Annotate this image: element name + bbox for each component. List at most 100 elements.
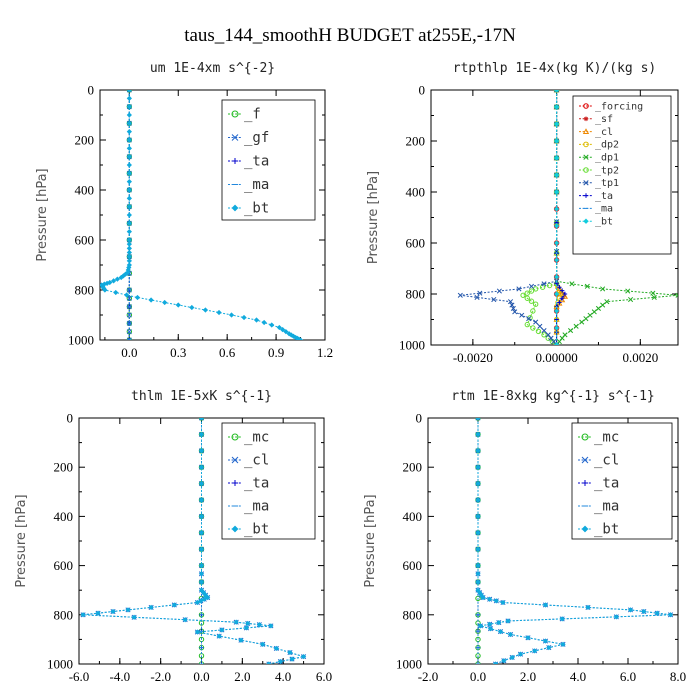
chart3-point — [260, 641, 266, 647]
chart1-legend-marker — [231, 110, 239, 118]
chart4-legend-marker-shape — [582, 480, 588, 486]
chart4-point — [487, 626, 494, 632]
chart1-legend-label: _gf — [244, 130, 269, 146]
chart3-point-shape — [194, 599, 201, 606]
chart3-legend-marker-shape — [232, 480, 238, 486]
panels: um 1E-4xm s^{-2} Pressure [hPa] 0.0 0.3 0.6 0… — [14, 61, 686, 684]
chart3-legend-marker-shape — [231, 525, 239, 533]
chart3-point-shape — [182, 617, 188, 623]
chart3-point-shape — [198, 418, 205, 421]
chart1-point — [283, 329, 289, 335]
chart1-point — [126, 120, 132, 126]
chart1-point — [118, 274, 124, 281]
chart2-point — [579, 319, 585, 325]
chart4-ytick-label-0: 0 — [416, 411, 423, 426]
chart4-xtick-label-0: -2.0 — [418, 669, 439, 684]
chart3-point-shape — [260, 641, 266, 647]
chart3-point — [131, 614, 137, 620]
chart1-point — [110, 278, 117, 284]
chart2-ytick-label-4: 800 — [406, 287, 426, 302]
chart3-point — [201, 596, 207, 602]
chart4-point-shape — [487, 621, 493, 627]
chart3-legend-item-ma: _ma — [228, 499, 269, 515]
chart2-point — [567, 327, 574, 334]
chart4-point-shape — [480, 594, 486, 601]
chart3-point — [300, 653, 307, 660]
chart4-point — [546, 644, 552, 651]
chart4-point-shape — [627, 607, 634, 613]
chart1-point-shape — [122, 271, 129, 277]
chart2-legend-marker-shape — [583, 154, 589, 160]
chart4-point — [517, 651, 524, 657]
chart2-point — [583, 316, 589, 322]
chart2-xtick-label-1: 0.00000 — [535, 350, 577, 365]
chart1-legend-item-f: _f — [228, 107, 261, 123]
chart4-point-shape — [542, 638, 549, 644]
chart2-legend-box — [572, 95, 672, 255]
chart3-point-shape — [219, 627, 225, 633]
chart3-point-shape — [198, 480, 205, 487]
chart2-point-shape — [591, 309, 597, 315]
chart2-point — [650, 290, 656, 296]
chart3-point — [256, 622, 262, 628]
chart2-legend-item-ma: _ma — [579, 204, 613, 215]
chart1-point-shape — [126, 170, 132, 176]
chart3-point-shape — [243, 625, 250, 631]
chart1-point-shape — [126, 241, 132, 247]
chart1-point-shape — [202, 307, 209, 313]
chart2-point-shape — [600, 286, 606, 292]
chart2-legend-item-dp2: _dp2 — [579, 140, 619, 151]
chart1-title: um 1E-4xm s^{-2} — [150, 61, 275, 76]
chart2-point — [530, 308, 536, 314]
chart2-point — [546, 282, 553, 289]
chart2-point-shape — [553, 308, 560, 314]
chart2-legend-marker — [583, 193, 589, 198]
chart1-point — [122, 271, 129, 277]
chart3-legend-label: _cl — [244, 453, 269, 469]
chart2-point — [537, 323, 543, 329]
chart3-xtick-label-6: 6.0 — [316, 669, 332, 684]
chart2-legend-label: _dp2 — [595, 140, 619, 151]
chart2-point-shape — [584, 283, 590, 289]
chart1-point — [126, 258, 132, 264]
chart2-point-shape — [553, 274, 560, 280]
chart2-series-tp2 — [520, 90, 560, 345]
chart1-point — [102, 287, 108, 293]
chart4-point-shape — [475, 480, 481, 487]
chart3-legend-label: _bt — [244, 522, 269, 538]
chart2-point — [562, 291, 568, 297]
chart2-point — [625, 288, 631, 294]
chart1-point-shape — [297, 337, 304, 340]
chart2-point-shape — [650, 290, 656, 296]
chart2-point — [496, 288, 502, 294]
chart2-legend-item-dp1: _dp1 — [579, 153, 619, 164]
chart2-point — [651, 294, 657, 300]
chart1-xtick-label-4: 1.2 — [317, 345, 333, 360]
chart2-point — [520, 292, 526, 298]
chart2-title: rtpthlp 1E-4x(kg K)/(kg s) — [453, 61, 657, 76]
chart1-point-shape — [126, 90, 132, 93]
chart2-point-shape — [553, 172, 560, 178]
chart2-point — [524, 290, 530, 296]
chart3-xtick-label-4: 2.0 — [234, 669, 250, 684]
chart3-legend-marker — [231, 456, 239, 464]
chart4-point-shape — [475, 418, 481, 421]
chart2-ylabel: Pressure [hPa] — [366, 171, 381, 264]
chart2-point-shape — [553, 325, 560, 331]
chart3-ytick-label-1: 200 — [54, 460, 74, 475]
chart3-point-shape — [198, 431, 205, 438]
chart3-xtick-label-2: -2.0 — [150, 669, 171, 684]
chart2-point-shape — [524, 295, 530, 301]
chart3-point-shape — [289, 656, 295, 662]
chart1-point — [126, 162, 132, 168]
chart3-point — [199, 661, 204, 664]
chart1-point — [126, 90, 132, 93]
chart3-point-shape — [198, 571, 205, 577]
chart2-point — [553, 104, 560, 110]
chart4-legend-marker-shape — [581, 525, 589, 533]
chart2-point-shape — [595, 305, 602, 312]
chart2-point-shape — [553, 189, 560, 195]
chart3-ytick-label-3: 600 — [54, 558, 74, 573]
chart1-legend-item-gf: _gf — [228, 130, 269, 146]
chart4-point — [475, 418, 481, 421]
